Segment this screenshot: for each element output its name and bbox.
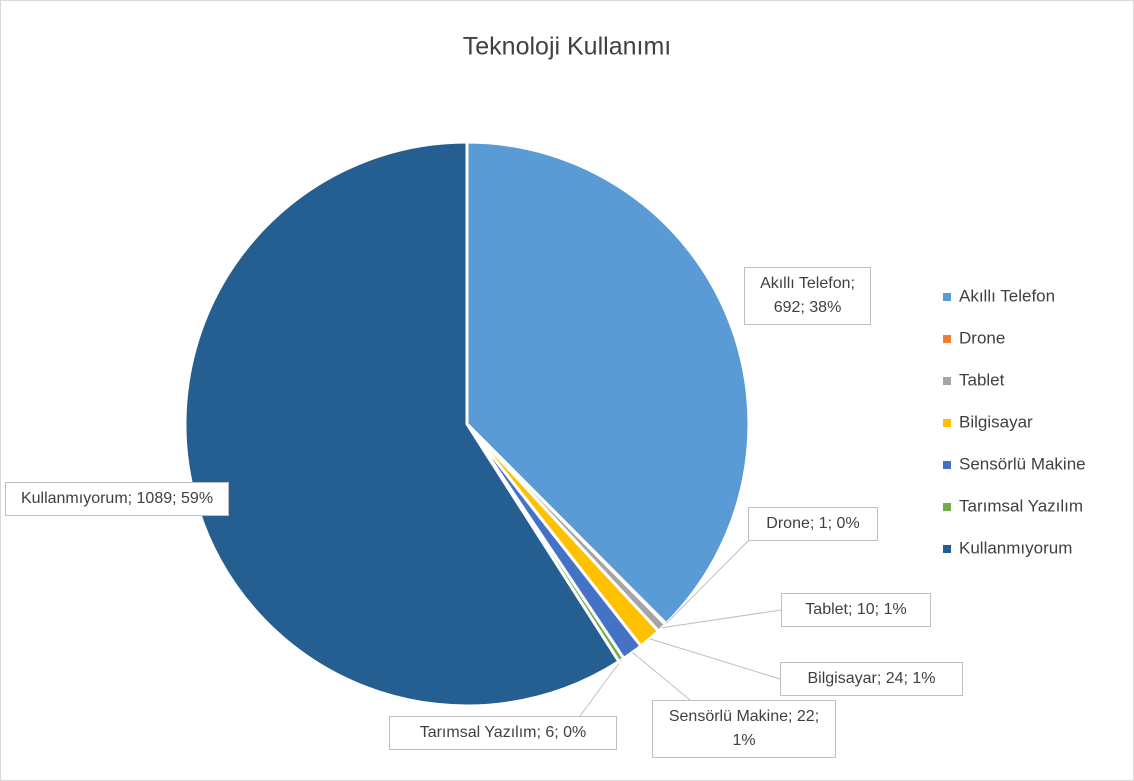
legend-swatch xyxy=(943,335,951,343)
legend-label: Tarımsal Yazılım xyxy=(959,496,1083,515)
legend-swatch xyxy=(943,503,951,511)
data-label: Tarımsal Yazılım; 6; 0% xyxy=(389,716,617,750)
legend-swatch xyxy=(943,293,951,301)
legend-swatch xyxy=(943,461,951,469)
legend-swatch xyxy=(943,545,951,553)
legend-label: Bilgisayar xyxy=(959,412,1033,431)
legend-label: Tablet xyxy=(959,370,1005,389)
legend-label: Kullanmıyorum xyxy=(959,538,1072,557)
legend-label: Sensörlü Makine xyxy=(959,454,1086,473)
data-label: Sensörlü Makine; 22; 1% xyxy=(652,700,836,758)
pie-slice xyxy=(465,140,751,626)
data-label: Bilgisayar; 24; 1% xyxy=(780,662,963,696)
leader-line xyxy=(632,651,691,701)
leader-line xyxy=(661,609,782,629)
data-label: Tablet; 10; 1% xyxy=(781,593,931,627)
legend-label: Akıllı Telefon xyxy=(959,286,1055,305)
leader-line xyxy=(649,638,781,680)
leader-line xyxy=(579,659,622,717)
chart-title: Teknoloji Kullanımı xyxy=(463,33,671,61)
legend-swatch xyxy=(943,377,951,385)
leader-line xyxy=(665,540,749,625)
legend-swatch xyxy=(943,419,951,427)
data-label: Akıllı Telefon; 692; 38% xyxy=(744,267,871,325)
data-label: Kullanmıyorum; 1089; 59% xyxy=(5,482,229,516)
data-label: Drone; 1; 0% xyxy=(748,507,878,541)
legend-label: Drone xyxy=(959,328,1005,347)
